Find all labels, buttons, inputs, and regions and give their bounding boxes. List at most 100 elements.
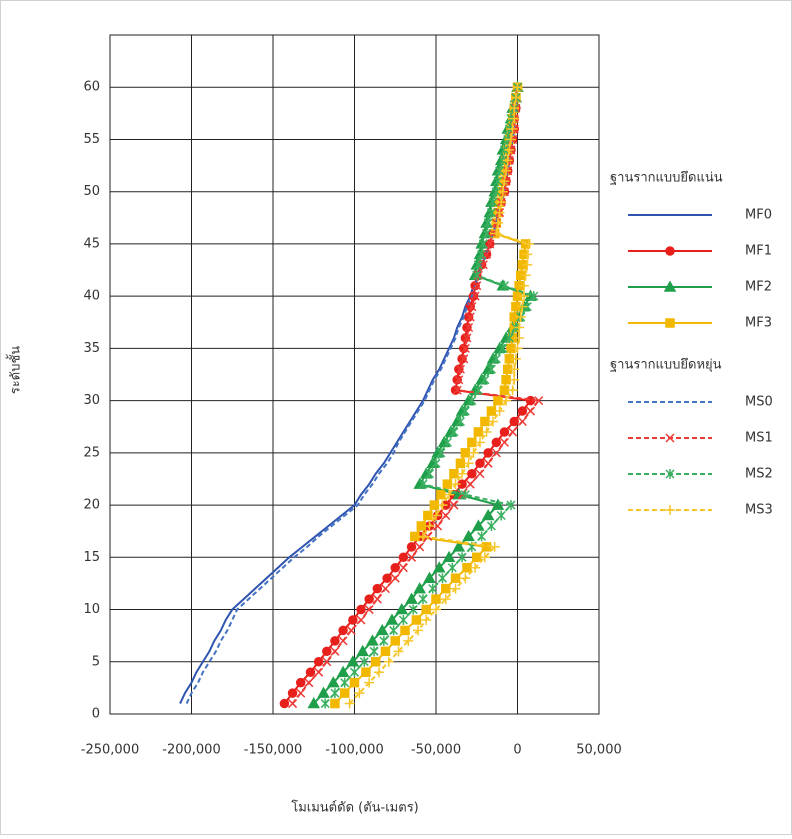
marker	[475, 437, 486, 448]
marker	[382, 573, 392, 583]
marker	[465, 312, 475, 322]
marker	[480, 416, 490, 427]
marker	[485, 239, 495, 249]
marker	[501, 165, 512, 176]
legend-marker	[665, 246, 675, 256]
marker	[437, 573, 448, 584]
marker	[364, 677, 375, 688]
y-tick-label: 60	[83, 80, 100, 95]
marker	[356, 604, 366, 615]
marker	[413, 625, 424, 636]
marker	[495, 165, 505, 176]
marker	[313, 657, 324, 667]
marker	[322, 646, 332, 657]
marker	[405, 592, 418, 604]
marker	[460, 573, 471, 584]
y-tick-label: 20	[83, 498, 100, 513]
legend-marker	[665, 469, 675, 479]
marker	[411, 615, 422, 625]
marker	[403, 635, 414, 646]
marker	[406, 542, 417, 552]
marker	[450, 573, 461, 583]
legend-label: MF2	[745, 280, 772, 295]
marker	[390, 563, 400, 573]
marker	[423, 510, 433, 521]
marker	[305, 667, 316, 677]
marker	[288, 699, 298, 709]
marker	[507, 385, 518, 396]
marker	[534, 396, 544, 406]
marker	[450, 583, 461, 594]
marker	[493, 176, 503, 187]
marker	[496, 197, 507, 208]
marker	[421, 614, 432, 625]
marker	[373, 667, 384, 678]
legend-marker	[665, 433, 675, 443]
marker	[452, 374, 462, 385]
marker	[519, 291, 530, 302]
marker	[413, 582, 426, 594]
x-tick-label: 50,000	[576, 743, 622, 758]
marker	[512, 82, 523, 93]
legend-label: MS2	[745, 467, 773, 482]
marker	[510, 92, 521, 103]
marker	[489, 541, 500, 552]
legend-label: MS1	[745, 431, 773, 446]
marker	[494, 207, 505, 218]
marker	[441, 510, 451, 521]
marker	[472, 270, 482, 281]
marker	[506, 500, 516, 511]
marker	[467, 395, 477, 406]
marker	[455, 364, 465, 374]
marker	[327, 676, 340, 688]
marker	[372, 594, 382, 604]
marker	[517, 416, 527, 427]
series-line	[185, 87, 519, 704]
marker	[483, 448, 493, 458]
marker	[493, 395, 503, 406]
marker	[442, 550, 456, 563]
marker	[459, 354, 469, 364]
legend-title: ฐานรากแบบยึดแน่น	[610, 171, 723, 186]
marker	[492, 218, 503, 229]
marker	[523, 238, 534, 249]
y-tick-label: 0	[92, 707, 100, 722]
marker	[370, 657, 381, 667]
marker	[421, 604, 431, 615]
marker	[467, 468, 477, 479]
marker	[385, 613, 399, 625]
marker	[526, 406, 536, 416]
marker	[475, 469, 485, 479]
marker	[444, 489, 455, 500]
marker	[504, 332, 514, 343]
marker	[473, 259, 483, 270]
marker	[423, 571, 436, 583]
marker	[437, 500, 448, 511]
marker	[475, 458, 485, 469]
legend-label: MS3	[745, 503, 773, 518]
marker	[529, 291, 539, 302]
marker	[442, 479, 453, 489]
marker	[502, 155, 513, 166]
y-tick-label: 50	[83, 184, 100, 199]
marker	[393, 646, 404, 657]
x-tick-label: -250,000	[81, 743, 139, 758]
marker	[338, 625, 348, 636]
marker	[478, 238, 488, 249]
marker	[317, 686, 330, 698]
y-tick-label: 30	[83, 393, 100, 408]
marker	[380, 584, 391, 594]
marker	[354, 688, 365, 699]
marker	[486, 207, 496, 218]
marker	[486, 364, 496, 375]
marker	[522, 249, 533, 260]
marker	[460, 489, 470, 500]
marker	[505, 134, 516, 145]
marker	[389, 625, 399, 636]
y-tick-label: 15	[83, 550, 100, 565]
marker	[349, 677, 360, 688]
legend-marker	[665, 505, 675, 515]
marker	[464, 322, 474, 333]
legend-marker	[663, 280, 677, 292]
legend-title: ฐานรากแบบยึดหยุ่น	[610, 358, 722, 373]
